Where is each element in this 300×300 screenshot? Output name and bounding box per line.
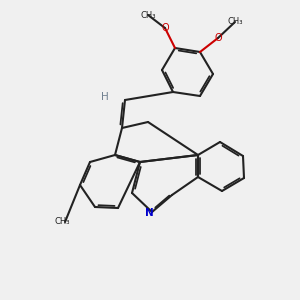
Text: O: O xyxy=(214,33,222,43)
Text: H: H xyxy=(101,92,109,102)
Text: CH₃: CH₃ xyxy=(140,11,156,20)
Text: N: N xyxy=(145,208,154,218)
Text: CH₃: CH₃ xyxy=(227,17,243,26)
Text: O: O xyxy=(162,23,170,33)
Text: CH₃: CH₃ xyxy=(54,218,70,226)
